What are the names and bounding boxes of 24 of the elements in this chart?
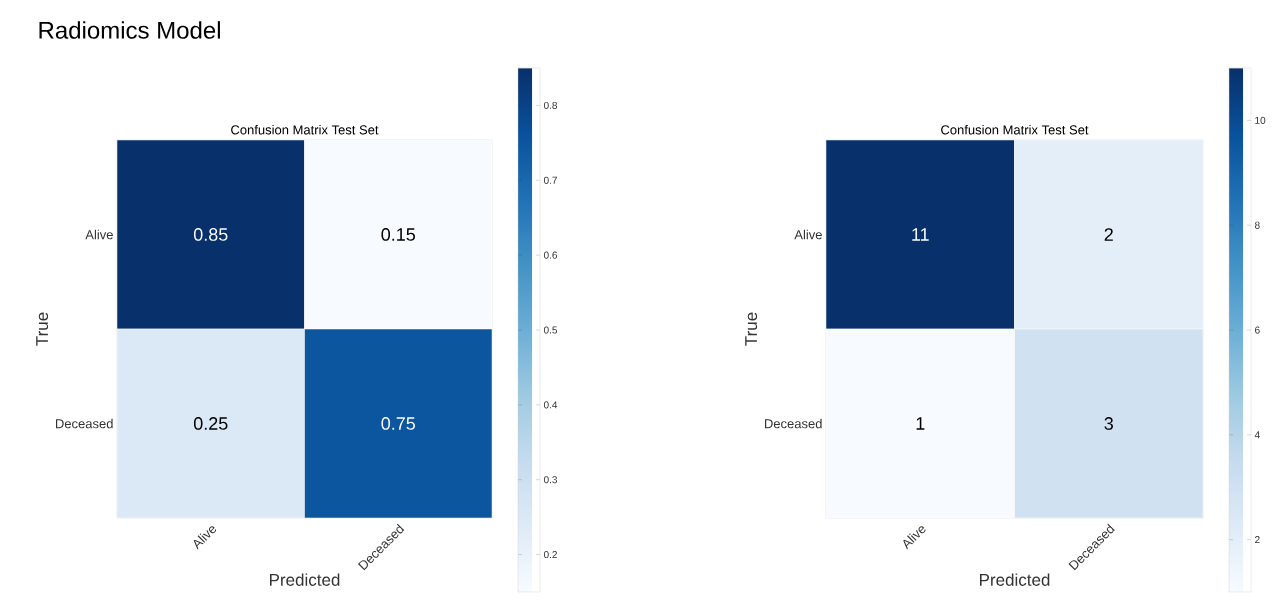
data-label: 0.25 [193,417,228,430]
text: Radiomics Model [39,21,220,39]
chart-title: Confusion Matrix Test Set [941,124,1089,135]
y-axis-title: True [36,312,49,346]
color-bar-label: 0.2 [543,551,557,559]
color-bar-label: 0.8 [543,101,558,109]
color-bar-label: 8 [1254,221,1260,229]
chart-title: Confusion Matrix Test Set [231,124,379,135]
y-axis-title: True [745,312,758,346]
data-label: 3 [1104,417,1113,430]
color-bar-label: 0.6 [543,251,558,259]
data-label: 1 [916,417,925,430]
color-bar-label: 10 [1255,116,1266,124]
data-label: 11 [912,228,929,241]
x-axis-title: Predicted [980,573,1050,586]
color-bar-label: 6 [1255,326,1260,334]
color-bar-label: 0.5 [543,326,558,334]
color-bar-label: 0.3 [543,476,558,484]
color-bar-label: 2 [1255,536,1260,544]
color-bar-label: 0.7 [543,176,557,184]
color-bar-label: 4 [1254,431,1260,439]
color-bar-label: 0.4 [543,401,558,409]
data-label: 0.75 [381,417,416,430]
x-axis-title: Predicted [269,573,340,586]
